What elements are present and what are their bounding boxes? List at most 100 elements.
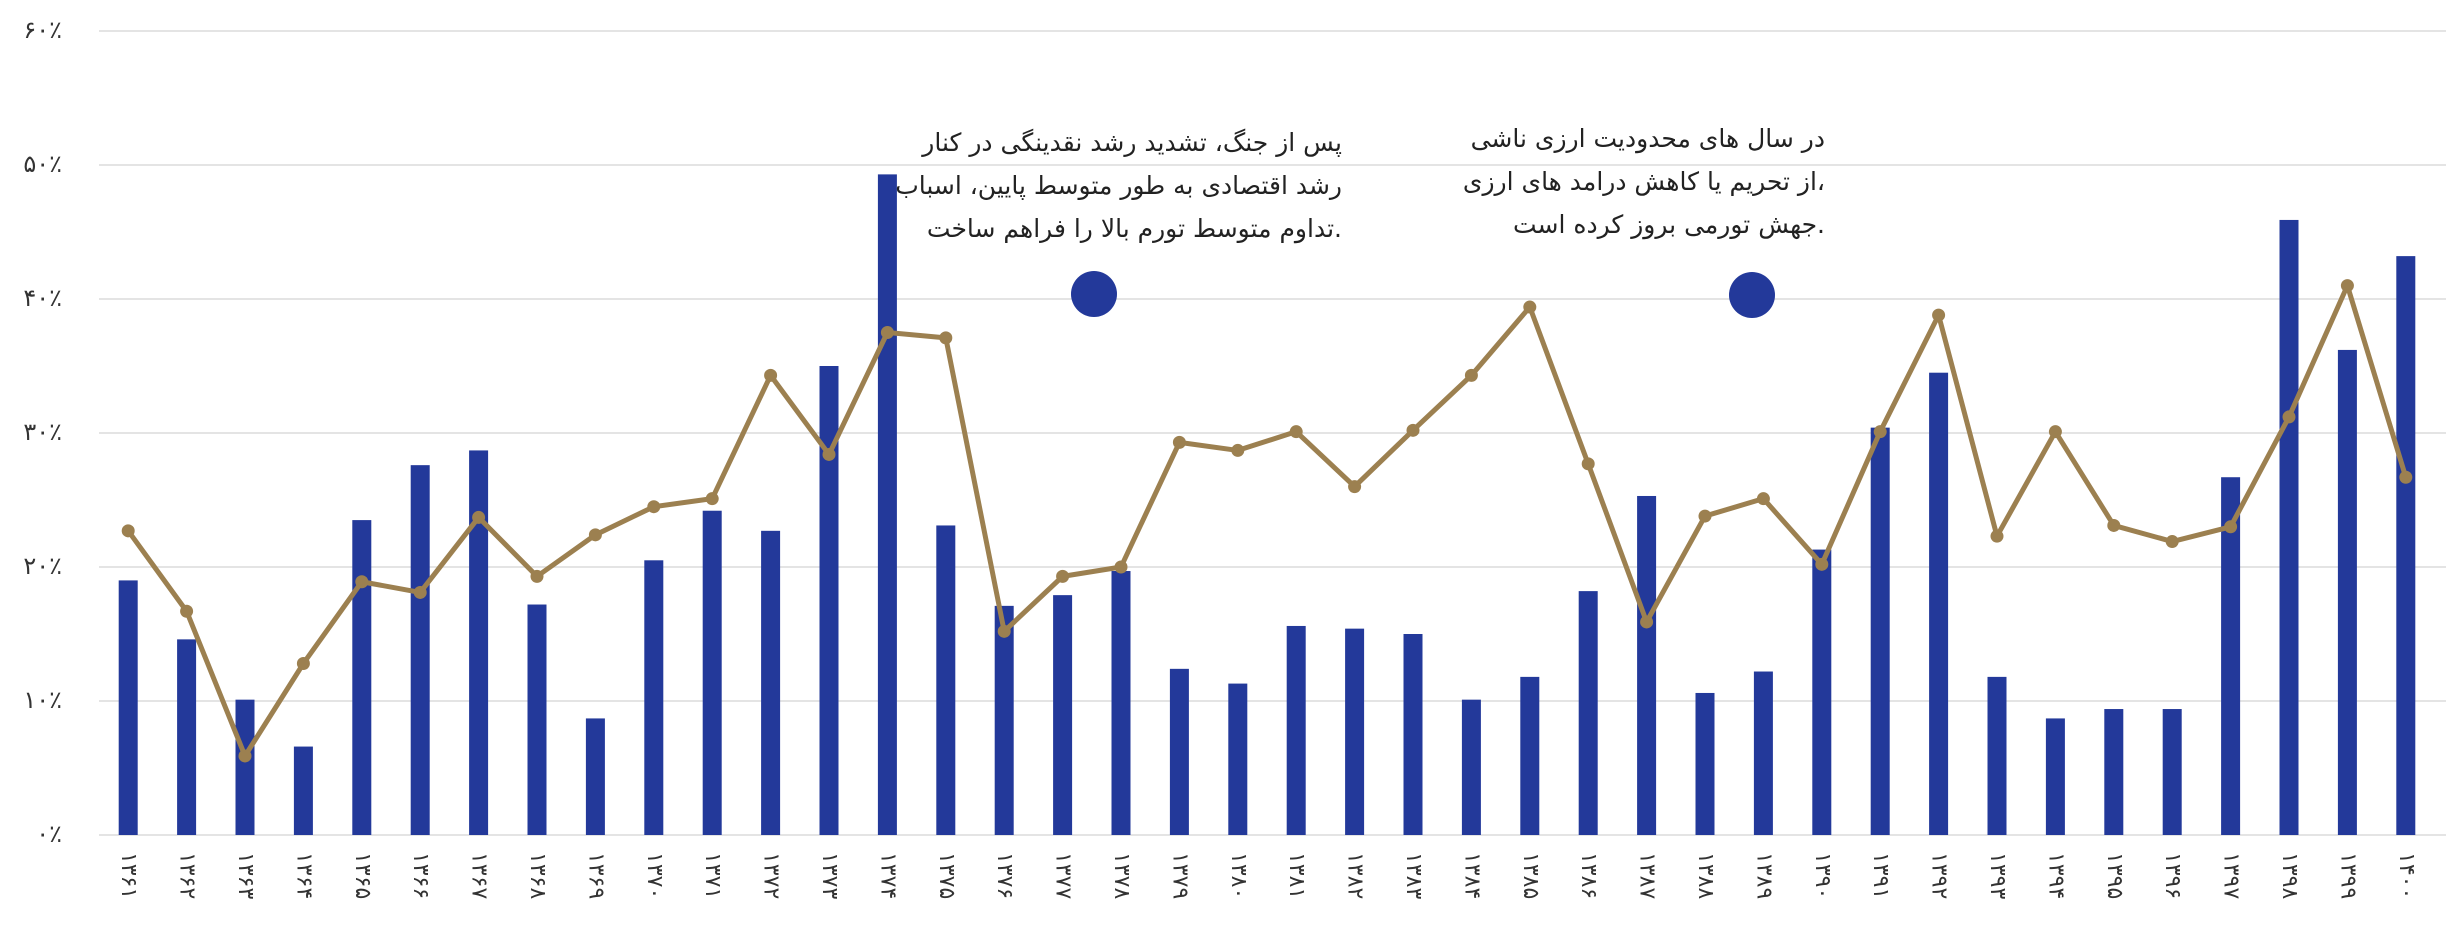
bar [585, 718, 605, 835]
x-tick-label: ۱۳۹۱ [1868, 852, 1893, 899]
x-tick-label: ۱۳۹۶ [2160, 852, 2185, 899]
bar [1520, 676, 1540, 835]
bar [1929, 372, 1949, 835]
y-tick-label: ۵۰٪ [23, 150, 62, 178]
x-tick-label: ۱۳۹۹ [2335, 852, 2360, 899]
bar [2337, 349, 2357, 835]
x-tick-label: ۱۳۸۶ [1576, 852, 1601, 899]
line-point [1990, 529, 2004, 543]
line-point [997, 624, 1011, 638]
bar [1403, 634, 1423, 835]
line-point [647, 500, 661, 514]
bar [293, 746, 313, 835]
bar [235, 699, 255, 835]
line-point [764, 368, 778, 382]
bar [2162, 709, 2182, 835]
line-point [2165, 535, 2179, 549]
x-tick-label: ۱۳۹۸ [2277, 852, 2302, 899]
bar [1345, 628, 1365, 835]
x-tick-label: ۱۳۸۹ [1751, 852, 1776, 899]
line-point [180, 604, 194, 618]
x-tick-label: ۱۳۷۱ [700, 852, 725, 899]
x-tick-label: ۱۳۶۸ [525, 852, 550, 899]
bar [644, 560, 664, 835]
y-tick-label: ۲۰٪ [23, 552, 62, 580]
x-tick-label: ۱۳۶۹ [583, 852, 608, 899]
bar [1987, 676, 2007, 835]
bar [1870, 427, 1890, 835]
x-tick-label: ۱۳۹۴ [2043, 852, 2068, 899]
x-tick-label: ۱۳۷۹ [1167, 852, 1192, 899]
bar [1461, 699, 1481, 835]
line-point [413, 585, 427, 599]
line-point [1289, 425, 1303, 439]
bar [1169, 668, 1189, 835]
bar [469, 450, 489, 835]
plot: ۰٪ ۱۰٪ ۲۰٪ ۳۰٪ ۴۰٪ ۵۰٪ ۶۰٪ ۱۳۶۱ ۱۳۶۲ ۱۳۶۳ ۱۳۶۴ ۱۳۶۵… [23, 16, 2446, 899]
bar [1053, 595, 1073, 835]
bar [118, 580, 138, 835]
annotation-text: رشد اقتصادی به طور متوسط پایین، اسباب [895, 171, 1342, 200]
x-tick-label: ۱۳۸۸ [1693, 852, 1718, 899]
bar [2045, 718, 2065, 835]
bar [1637, 495, 1657, 835]
x-tick-label: ۱۳۷۵ [934, 852, 959, 899]
line-point [296, 656, 310, 670]
x-tick-label: ۱۳۹۵ [2102, 852, 2127, 899]
line-point [1932, 308, 1946, 322]
line-point [121, 524, 135, 538]
line-point [1464, 368, 1478, 382]
line-point [705, 492, 719, 506]
annotation-marker [1729, 272, 1775, 318]
line-point [1056, 569, 1070, 583]
x-tick-label: ۱۳۶۱ [116, 852, 141, 899]
annotation-text: پس از جنگ، تشدید رشد نقدینگی در کنار [920, 128, 1342, 157]
y-tick-label: ۴۰٪ [23, 284, 62, 312]
line-point [1348, 480, 1362, 494]
bar [1111, 571, 1131, 835]
bar [2104, 709, 2124, 835]
line-point [1406, 423, 1420, 437]
line-point [822, 447, 836, 461]
bar [410, 465, 430, 835]
x-tick-label: ۱۳۶۳ [233, 852, 258, 899]
bar [352, 520, 372, 835]
line-point [2399, 470, 2413, 484]
line-point [238, 749, 252, 763]
x-tick-label: ۱۳۹۷ [2219, 852, 2244, 899]
x-tick-label: ۱۳۶۵ [350, 852, 375, 899]
line-point [1873, 425, 1887, 439]
bar [877, 174, 897, 835]
x-tick-label: ۱۳۷۰ [642, 852, 667, 899]
bar [1753, 671, 1773, 835]
line-point [1523, 300, 1537, 314]
line-point [1698, 509, 1712, 523]
line-point [530, 569, 544, 583]
y-tick-label: ۳۰٪ [23, 418, 62, 446]
x-tick-label: ۱۳۷۶ [992, 852, 1017, 899]
bar [1578, 591, 1598, 835]
x-tick-label: ۱۳۷۳ [817, 852, 842, 899]
line-point [2224, 520, 2238, 534]
y-tick-label: ۰٪ [36, 820, 62, 848]
x-tick-label: ۱۳۶۷ [467, 852, 492, 899]
bar [761, 530, 781, 835]
line-point [1114, 560, 1128, 574]
x-tick-label: ۱۳۸۰ [1226, 852, 1251, 899]
annotation-marker [1071, 271, 1117, 317]
x-tick-label: ۱۳۷۷ [1051, 852, 1076, 899]
x-tick-label: ۱۳۸۳ [1401, 852, 1426, 899]
line-point [880, 326, 894, 339]
bar [1695, 692, 1715, 835]
bar [527, 604, 547, 835]
line-point [1640, 615, 1654, 629]
bar [2221, 477, 2241, 835]
line-point [472, 510, 486, 524]
x-tick-label: ۱۳۸۷ [1635, 852, 1660, 899]
x-tick-label: ۱۳۹۲ [1927, 852, 1952, 899]
x-tick-label: ۱۳۹۳ [1985, 852, 2010, 899]
x-tick-label: ۱۳۸۵ [1518, 852, 1543, 899]
bar [702, 510, 722, 835]
annotation-text: در سال های محدودیت ارزی ناشی [1471, 124, 1825, 154]
line-point [1581, 457, 1595, 471]
